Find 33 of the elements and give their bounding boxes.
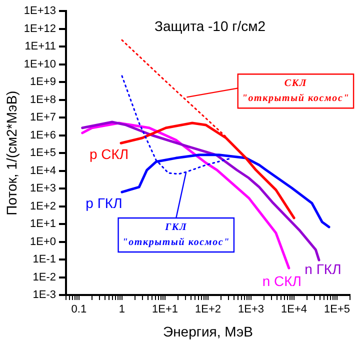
y-tick-label: 1E+2: [30, 200, 56, 212]
y-tick-label: 1E+3: [30, 182, 56, 195]
y-tick-label: 1E+4: [30, 164, 56, 177]
y-tick-label: 1E+5: [30, 147, 56, 160]
x-tick-label: 0.1: [71, 304, 87, 316]
y-tick-label: 1E+7: [30, 112, 56, 124]
x-axis-title: Энергия, МэВ: [163, 323, 253, 340]
y-tick-label: 1E+10: [24, 58, 56, 70]
annotation: ГКЛ "открытый космос": [122, 222, 230, 248]
series-label: n СКЛ: [262, 272, 302, 289]
y-tick-label: 1E-2: [32, 271, 56, 284]
y-tick-label: 1E+8: [30, 94, 56, 106]
x-tick-label: 1E+1: [152, 304, 178, 316]
y-tick-label: 1E+0: [30, 236, 56, 248]
x-tick-label: 1E+4: [281, 304, 308, 316]
y-tick-label: 1E+12: [24, 22, 56, 35]
y-tick-label: 1E+6: [30, 129, 56, 142]
y-tick-label: 1E+9: [30, 76, 56, 88]
text: Защита -10 г/см2: [154, 18, 266, 34]
y-axis-title: Поток, 1/(см2*МэВ): [3, 90, 20, 216]
y-tick-label: 1E-3: [32, 289, 56, 302]
annotation: СКЛ "открытый космос": [242, 78, 350, 104]
x-tick-label: 1E+3: [238, 304, 264, 316]
y-tick-label: 1E+1: [30, 218, 56, 230]
y-tick-label: 1E+11: [24, 40, 56, 53]
x-tick-label: 1E+2: [195, 304, 221, 316]
series-label: p ГКЛ: [86, 194, 122, 211]
y-tick-label: 1E+13: [24, 5, 56, 18]
x-tick-label: 1E+5: [324, 304, 350, 316]
series-label: n ГКЛ: [304, 260, 342, 277]
series-label: p СКЛ: [89, 146, 129, 162]
y-tick-label: 1E-1: [32, 254, 56, 266]
x-tick-label: 1: [118, 304, 126, 316]
